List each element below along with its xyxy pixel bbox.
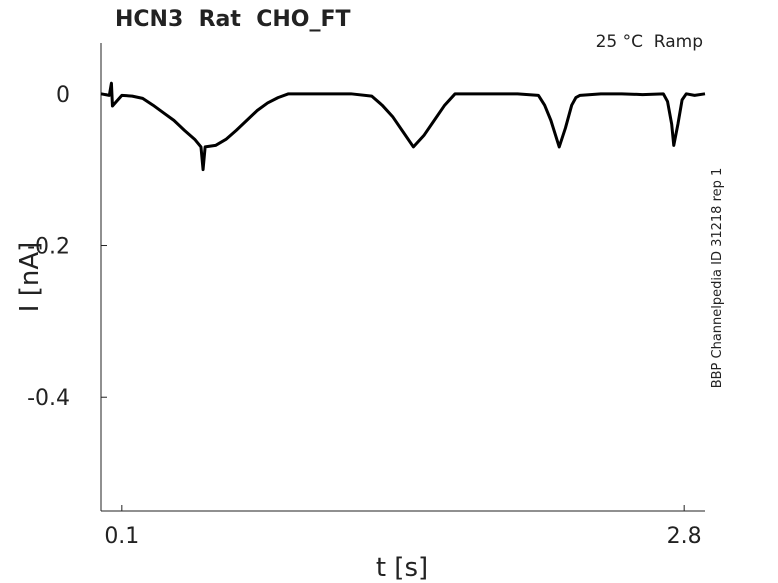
x-tick-label: 0.1 [104, 524, 139, 549]
y-tick-label: 0 [56, 83, 70, 108]
side-note: BBP Channelpedia ID 31218 rep 1 [710, 168, 725, 389]
x-axis-label: t [s] [376, 553, 428, 583]
chart-title: HCN3 Rat CHO_FT [115, 7, 351, 32]
trace [100, 81, 706, 172]
x-tick-label: 2.8 [667, 524, 702, 549]
y-tick-label: -0.4 [27, 386, 70, 411]
annotation: 25 °C Ramp [596, 32, 703, 52]
y-axis-label: I [nA] [15, 242, 45, 312]
y-tick-label: -0.2 [27, 235, 70, 260]
